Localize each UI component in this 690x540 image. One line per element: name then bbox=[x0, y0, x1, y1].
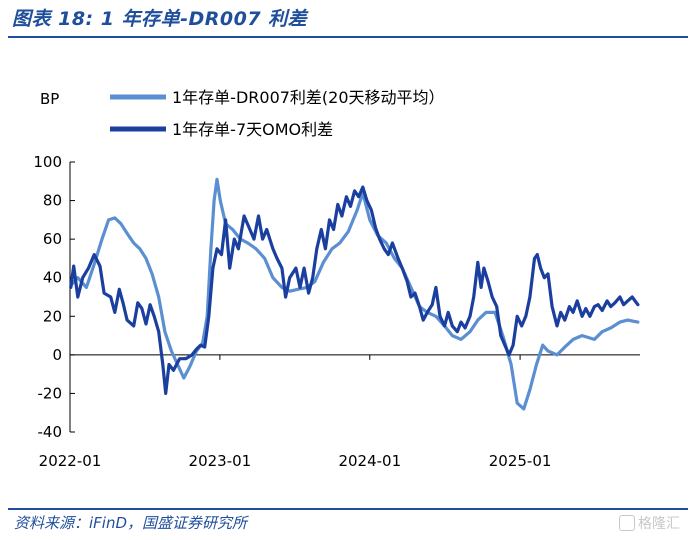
unit-label: BP bbox=[40, 90, 59, 108]
x-tick-label: 2023-01 bbox=[189, 452, 252, 470]
footer-rule bbox=[8, 508, 688, 510]
line-chart: -40 -20 0 20 40 60 80 100 2022-01 2023-01 2024-01 2… bbox=[33, 88, 640, 470]
header-rule bbox=[8, 36, 688, 38]
y-tick-label: 0 bbox=[52, 346, 62, 364]
y-tick-label: -20 bbox=[38, 384, 63, 402]
series-line-2 bbox=[69, 185, 640, 395]
y-tick-label: 80 bbox=[43, 192, 62, 210]
x-tick-label: 2024-01 bbox=[338, 452, 401, 470]
y-tick-label: 60 bbox=[43, 230, 62, 248]
page-title: 图表 18: 1 年存单-DR007 利差 bbox=[12, 8, 308, 30]
chart-axes bbox=[69, 162, 640, 432]
series-line-1 bbox=[69, 177, 640, 411]
watermark: 格隆汇 bbox=[619, 513, 680, 533]
legend-label-1: 1年存单-DR007利差(20天移动平均） bbox=[172, 88, 445, 107]
y-tick-label: 40 bbox=[43, 269, 62, 287]
x-tick-label: 2022-01 bbox=[39, 452, 102, 470]
legend-label-2: 1年存单-7天OMO利差 bbox=[172, 120, 333, 139]
y-tick-label: 20 bbox=[43, 307, 62, 325]
y-tick-label: -40 bbox=[38, 423, 63, 441]
x-tick-label: 2025-01 bbox=[489, 452, 552, 470]
chart-legend: 1年存单-DR007利差(20天移动平均） 1年存单-7天OMO利差 bbox=[110, 88, 445, 139]
y-tick-label: 100 bbox=[33, 153, 62, 171]
chart-series bbox=[69, 177, 640, 411]
chart-ticks: -40 -20 0 20 40 60 80 100 2022-01 2023-01 2024-01 2… bbox=[33, 153, 551, 470]
source-note: 资料来源：iFinD，国盛证券研究所 bbox=[14, 514, 248, 532]
watermark-text: 格隆汇 bbox=[638, 516, 680, 532]
watermark-logo-icon bbox=[619, 515, 635, 531]
